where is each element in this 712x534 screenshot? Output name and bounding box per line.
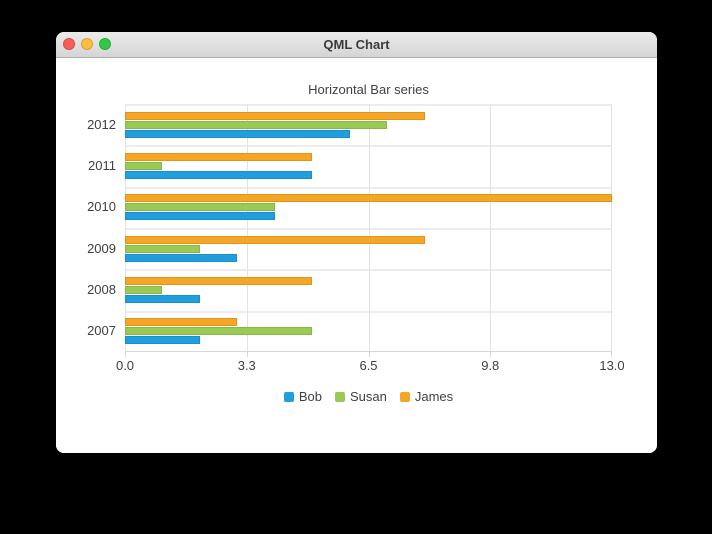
legend-label: James xyxy=(414,389,454,404)
app-window: QML Chart Horizontal Bar series 2012 2011… xyxy=(56,32,657,453)
x-axis-tick xyxy=(246,352,248,357)
close-button[interactable] xyxy=(63,38,75,50)
bar-susan-2012 xyxy=(125,120,388,129)
y-axis-category-label: 2007 xyxy=(87,323,116,339)
bar-susan-2008 xyxy=(125,286,163,294)
gridline-vertical xyxy=(125,104,126,352)
traffic-light-buttons xyxy=(63,38,111,50)
legend-marker-icon xyxy=(283,391,294,402)
x-axis-tick-label: 9.8 xyxy=(481,358,500,373)
plot-area xyxy=(125,104,612,357)
x-axis-tick xyxy=(125,352,126,357)
y-axis-category-label: 2008 xyxy=(87,282,116,297)
bar-james-2011 xyxy=(125,153,313,161)
bar-james-2010 xyxy=(125,194,612,203)
bar-susan-2010 xyxy=(125,203,275,212)
window-title: QML Chart xyxy=(323,37,390,52)
minimize-button[interactable] xyxy=(81,38,93,50)
bar-bob-2007 xyxy=(125,336,200,345)
legend-label: Bob xyxy=(298,389,322,404)
x-axis-line xyxy=(125,351,612,352)
bar-susan-2009 xyxy=(125,244,200,253)
x-axis-tick-label: 3.3 xyxy=(237,358,256,373)
bar-james-2007 xyxy=(125,318,238,327)
legend-marker-icon xyxy=(334,391,345,402)
legend-item-susan: Susan xyxy=(334,389,387,404)
y-axis-labels: 2012 2011 2010 2009 2008 2007 xyxy=(56,104,120,352)
bar-bob-2011 xyxy=(125,171,313,179)
gridline-vertical xyxy=(246,104,248,352)
bar-susan-2007 xyxy=(125,327,313,336)
bar-james-2008 xyxy=(125,277,313,285)
window-titlebar[interactable]: QML Chart xyxy=(56,32,657,58)
y-axis-category-label: 2011 xyxy=(88,158,116,173)
x-axis-tick-label: 0.0 xyxy=(115,358,135,373)
legend-item-james: James xyxy=(399,389,454,404)
y-axis-category-label: 2012 xyxy=(87,116,116,132)
x-axis-tick xyxy=(490,352,492,357)
chart-legend: Bob Susan James xyxy=(125,389,612,404)
zoom-button[interactable] xyxy=(99,38,111,50)
y-axis-category-label: 2009 xyxy=(87,240,116,256)
legend-item-bob: Bob xyxy=(283,389,322,404)
bar-james-2009 xyxy=(125,235,425,244)
x-axis-tick-label: 13.0 xyxy=(599,358,625,373)
legend-marker-icon xyxy=(399,391,410,402)
x-axis-tick xyxy=(368,352,370,357)
bar-bob-2010 xyxy=(125,212,275,221)
bar-james-2012 xyxy=(125,111,425,120)
gridline-vertical xyxy=(368,104,370,352)
bar-bob-2008 xyxy=(125,295,200,303)
x-axis-tick-label: 6.5 xyxy=(359,358,378,373)
x-axis-labels: 0.0 3.3 6.5 9.8 13.0 xyxy=(116,358,625,374)
chart-view: Horizontal Bar series 2012 2011 2010 2009 20… xyxy=(56,58,657,453)
bar-bob-2009 xyxy=(125,253,238,262)
y-axis-category-label: 2010 xyxy=(87,199,116,215)
gridline-vertical xyxy=(490,104,492,352)
chart-title: Horizontal Bar series xyxy=(308,82,429,97)
bar-bob-2012 xyxy=(125,129,350,138)
gridline-vertical xyxy=(611,104,612,352)
bar-susan-2011 xyxy=(125,162,163,170)
legend-label: Susan xyxy=(349,389,387,404)
x-axis-tick xyxy=(611,352,612,357)
